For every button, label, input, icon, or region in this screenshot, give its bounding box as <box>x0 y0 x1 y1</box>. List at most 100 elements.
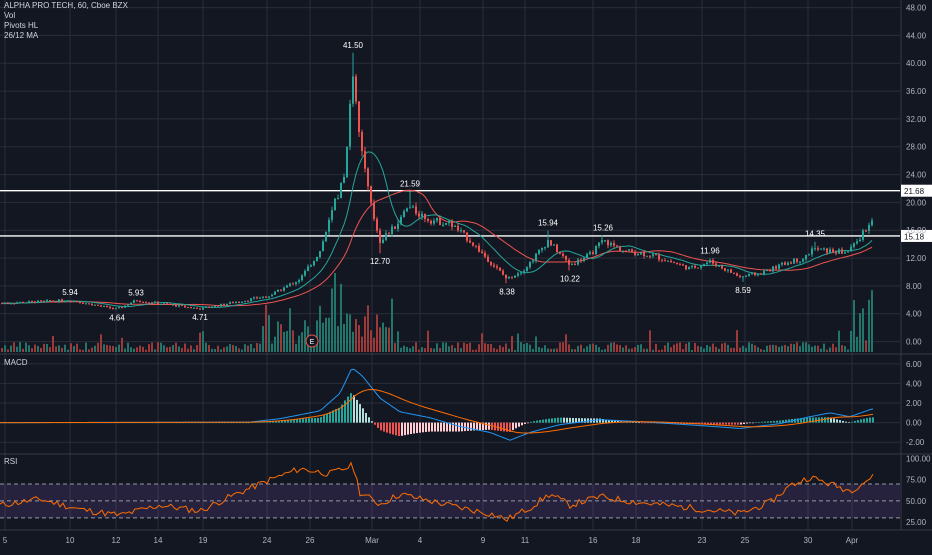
candle-body[interactable] <box>532 260 534 262</box>
indicator-pivots-label[interactable]: Pivots HL <box>4 21 39 30</box>
candle-body[interactable] <box>259 297 261 299</box>
candle-body[interactable] <box>424 213 426 220</box>
candle-body[interactable] <box>823 248 825 250</box>
candle-body[interactable] <box>592 252 594 254</box>
candle-body[interactable] <box>436 217 438 221</box>
candle-body[interactable] <box>586 253 588 258</box>
candle-body[interactable] <box>535 253 537 261</box>
candle-body[interactable] <box>400 216 402 224</box>
candle-body[interactable] <box>124 305 126 308</box>
candle-body[interactable] <box>829 249 831 253</box>
candle-body[interactable] <box>595 245 597 254</box>
candle-body[interactable] <box>817 248 819 250</box>
candle-body[interactable] <box>52 300 54 302</box>
candle-body[interactable] <box>229 302 231 304</box>
candle-body[interactable] <box>184 305 186 308</box>
candle-body[interactable] <box>676 262 678 265</box>
candle-body[interactable] <box>631 249 633 253</box>
candle-body[interactable] <box>88 303 90 305</box>
candle-body[interactable] <box>538 250 540 254</box>
candle-body[interactable] <box>751 272 753 274</box>
candle-body[interactable] <box>391 226 393 234</box>
candle-body[interactable] <box>328 219 330 232</box>
candle-body[interactable] <box>625 250 627 252</box>
candle-body[interactable] <box>643 252 645 257</box>
candle-body[interactable] <box>49 300 51 302</box>
candle-body[interactable] <box>283 287 285 291</box>
candle-body[interactable] <box>574 264 576 266</box>
candle-body[interactable] <box>181 305 183 307</box>
candle-body[interactable] <box>130 302 132 305</box>
candle-body[interactable] <box>565 255 567 260</box>
candle-body[interactable] <box>547 240 549 248</box>
candle-body[interactable] <box>769 270 771 272</box>
candle-body[interactable] <box>292 283 294 285</box>
candle-body[interactable] <box>82 302 84 304</box>
candle-body[interactable] <box>859 239 861 242</box>
candle-body[interactable] <box>757 273 759 276</box>
candle-body[interactable] <box>136 300 138 302</box>
candle-body[interactable] <box>562 253 564 256</box>
candle-body[interactable] <box>736 273 738 276</box>
candle-body[interactable] <box>700 265 702 268</box>
candle-body[interactable] <box>118 307 120 309</box>
candle-body[interactable] <box>682 264 684 266</box>
candle-body[interactable] <box>412 206 414 208</box>
candle-body[interactable] <box>262 296 264 298</box>
candle-body[interactable] <box>325 231 327 242</box>
candle-body[interactable] <box>616 245 618 247</box>
candle-body[interactable] <box>637 254 639 256</box>
candle-body[interactable] <box>349 103 351 147</box>
candle-body[interactable] <box>16 302 18 304</box>
candle-body[interactable] <box>472 242 474 246</box>
candle-body[interactable] <box>148 302 150 304</box>
candle-body[interactable] <box>655 254 657 256</box>
candle-body[interactable] <box>190 307 192 309</box>
candle-body[interactable] <box>337 197 339 199</box>
candle-body[interactable] <box>310 265 312 267</box>
candle-body[interactable] <box>79 301 81 303</box>
candle-body[interactable] <box>646 255 648 257</box>
candle-body[interactable] <box>841 249 843 254</box>
candle-body[interactable] <box>739 275 741 277</box>
time-axis[interactable]: 5 10 12 14 19 24 26 Mar 4 9 11 16 18 23 25 30 Apr <box>3 536 859 545</box>
candle-body[interactable] <box>718 265 720 267</box>
candle-body[interactable] <box>13 303 15 305</box>
candle-body[interactable] <box>694 265 696 268</box>
candle-body[interactable] <box>4 303 6 305</box>
candle-body[interactable] <box>847 251 849 253</box>
rsi-pane-label[interactable]: RSI <box>4 457 18 466</box>
candle-body[interactable] <box>844 252 846 254</box>
candle-body[interactable] <box>679 264 681 266</box>
candle-body[interactable] <box>1 303 3 305</box>
candle-body[interactable] <box>304 270 306 276</box>
candle-body[interactable] <box>511 276 513 278</box>
indicator-ma-label[interactable]: 26/12 MA <box>4 31 39 40</box>
candle-body[interactable] <box>526 267 528 272</box>
horizontal-levels[interactable]: 21.68 15.18 <box>0 184 932 242</box>
candle-body[interactable] <box>244 300 246 302</box>
candle-body[interactable] <box>214 305 216 307</box>
candle-body[interactable] <box>463 230 465 233</box>
candle-body[interactable] <box>253 297 255 299</box>
candle-body[interactable] <box>70 300 72 302</box>
candle-body[interactable] <box>850 246 852 252</box>
candle-body[interactable] <box>790 262 792 264</box>
candle-body[interactable] <box>91 303 93 306</box>
candle-body[interactable] <box>733 272 735 274</box>
candle-body[interactable] <box>403 211 405 217</box>
candlesticks[interactable] <box>1 52 873 310</box>
candle-body[interactable] <box>808 254 810 256</box>
candle-body[interactable] <box>97 304 99 306</box>
candle-body[interactable] <box>487 256 489 262</box>
candle-body[interactable] <box>241 301 243 303</box>
candle-body[interactable] <box>658 255 660 260</box>
candle-body[interactable] <box>724 268 726 271</box>
candle-body[interactable] <box>778 264 780 269</box>
candle-body[interactable] <box>133 300 135 303</box>
candle-body[interactable] <box>268 296 270 298</box>
candle-body[interactable] <box>715 263 717 267</box>
candle-body[interactable] <box>469 240 471 243</box>
candle-body[interactable] <box>280 289 282 291</box>
candle-body[interactable] <box>355 76 357 102</box>
